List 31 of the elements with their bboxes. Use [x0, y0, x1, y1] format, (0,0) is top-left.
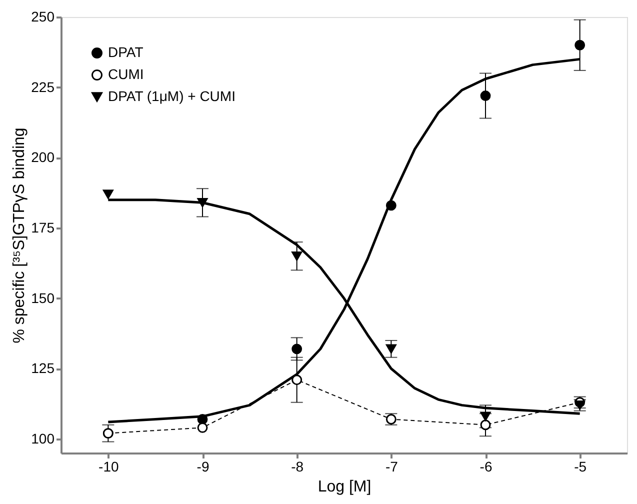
point: [102, 190, 114, 199]
x-axis-title: Log [M]: [318, 478, 372, 496]
point: [386, 344, 396, 354]
point: [480, 420, 491, 430]
y-tick-label: 250: [31, 8, 55, 24]
x-tick-label: -10: [98, 458, 119, 474]
x-tick-label: -7: [385, 458, 398, 474]
y-axis-title: % specific [³⁵S]GTPγS binding: [11, 128, 28, 344]
point: [574, 40, 586, 50]
legend-label: DPAT: [108, 44, 144, 60]
y-tick-label: 175: [31, 219, 55, 236]
x-tick-label: -9: [196, 458, 210, 474]
y-tick-label: 150: [31, 290, 55, 306]
legend-label: CUMI: [108, 66, 144, 82]
y-tick-label: 100: [31, 430, 55, 446]
y-tick-label: 225: [31, 78, 55, 95]
x-tick-label: -5: [574, 458, 587, 474]
legend-label: DPAT (1μM) + CUMI: [108, 88, 236, 104]
point: [197, 414, 208, 424]
point: [480, 90, 491, 101]
point: [292, 251, 302, 261]
y-tick-label: 125: [31, 360, 55, 376]
point: [480, 412, 491, 422]
point: [386, 200, 396, 211]
x-tick-label: -8: [291, 458, 304, 474]
y-tick-label: 200: [31, 149, 55, 166]
x-tick-label: -6: [480, 458, 492, 474]
point: [292, 374, 302, 386]
point: [197, 198, 208, 208]
point: [197, 422, 208, 433]
point: [292, 344, 302, 354]
